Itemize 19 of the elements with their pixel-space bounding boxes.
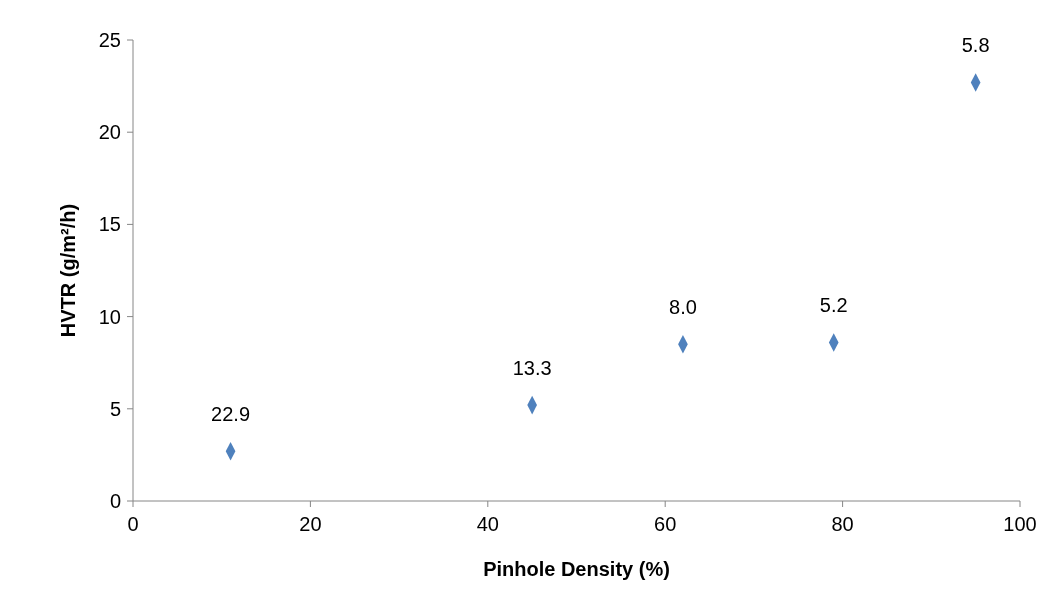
y-tick-label: 0 bbox=[109, 490, 121, 512]
y-tick-label: 25 bbox=[98, 29, 121, 51]
x-axis-title: Pinhole Density (%) bbox=[483, 558, 670, 580]
y-tick-label: 20 bbox=[98, 121, 121, 144]
annotation: 8.0 bbox=[669, 296, 697, 319]
x-tick-label: 20 bbox=[299, 513, 322, 535]
y-tick-label: 10 bbox=[98, 305, 121, 328]
y-tick-label: 5 bbox=[109, 397, 121, 420]
annotation: 13.3 bbox=[512, 357, 552, 380]
y-tick-label: 15 bbox=[98, 213, 121, 236]
annotation: 5.8 bbox=[961, 34, 990, 57]
y-axis-title: HVTR (g/m²/h) bbox=[57, 203, 79, 338]
x-tick-label: 40 bbox=[476, 513, 499, 535]
annotation: 5.2 bbox=[819, 294, 848, 317]
annotation: 22.9 bbox=[211, 403, 251, 426]
x-tick-label: 100 bbox=[1003, 513, 1037, 535]
x-tick-label: 0 bbox=[127, 513, 139, 535]
x-tick-label: 80 bbox=[831, 513, 854, 535]
x-tick-label: 60 bbox=[654, 513, 677, 535]
